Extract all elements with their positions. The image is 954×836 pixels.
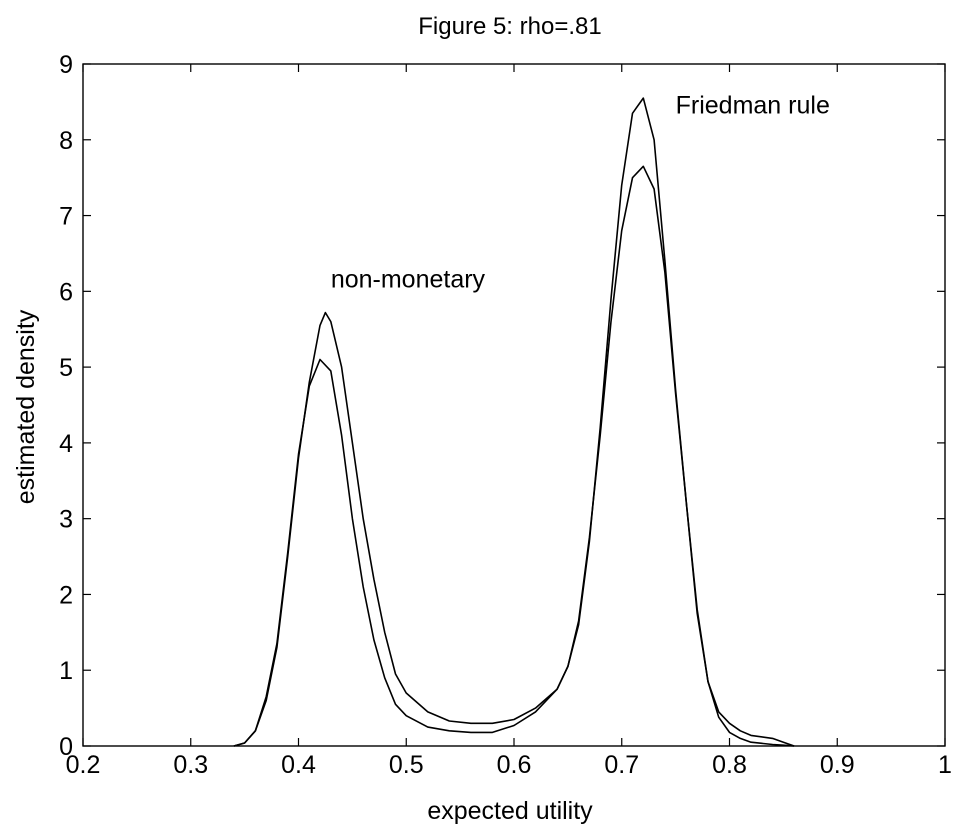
x-tick-label: 0.4	[281, 751, 316, 779]
x-tick-label: 0.8	[712, 751, 747, 779]
x-tick-label: 0.2	[66, 751, 101, 779]
x-tick-label: 0.6	[497, 751, 532, 779]
y-tick-label: 5	[59, 354, 73, 382]
y-tick-label: 3	[59, 506, 73, 534]
x-tick-label: 0.7	[604, 751, 639, 779]
x-tick-label: 0.9	[820, 751, 855, 779]
chart-title: Figure 5: rho=.81	[418, 13, 601, 40]
y-tick-label: 1	[59, 657, 73, 685]
x-axis-title: expected utility	[427, 797, 593, 825]
y-tick-label: 6	[59, 278, 73, 306]
y-tick-label: 7	[59, 203, 73, 231]
y-tick-label: 0	[59, 733, 73, 761]
annotation-label: Friedman rule	[676, 91, 830, 119]
y-tick-label: 9	[59, 51, 73, 79]
y-tick-label: 8	[59, 127, 73, 155]
plot-area: 0.2 0.3 0.4 0.5 0.6 0.7 0.8 0.9 1 0 1 2 3 4 5 6 7 8 9 non-m…	[59, 51, 952, 779]
y-tick-label: 4	[59, 430, 73, 458]
x-tick-label: 0.3	[173, 751, 208, 779]
y-tick-label: 2	[59, 581, 73, 609]
y-axis-title: estimated density	[12, 309, 40, 504]
annotation-label: non-monetary	[331, 266, 486, 294]
x-tick-label: 1	[938, 751, 952, 779]
series-line-2	[233, 165, 795, 747]
x-tick-label: 0.5	[389, 751, 424, 779]
